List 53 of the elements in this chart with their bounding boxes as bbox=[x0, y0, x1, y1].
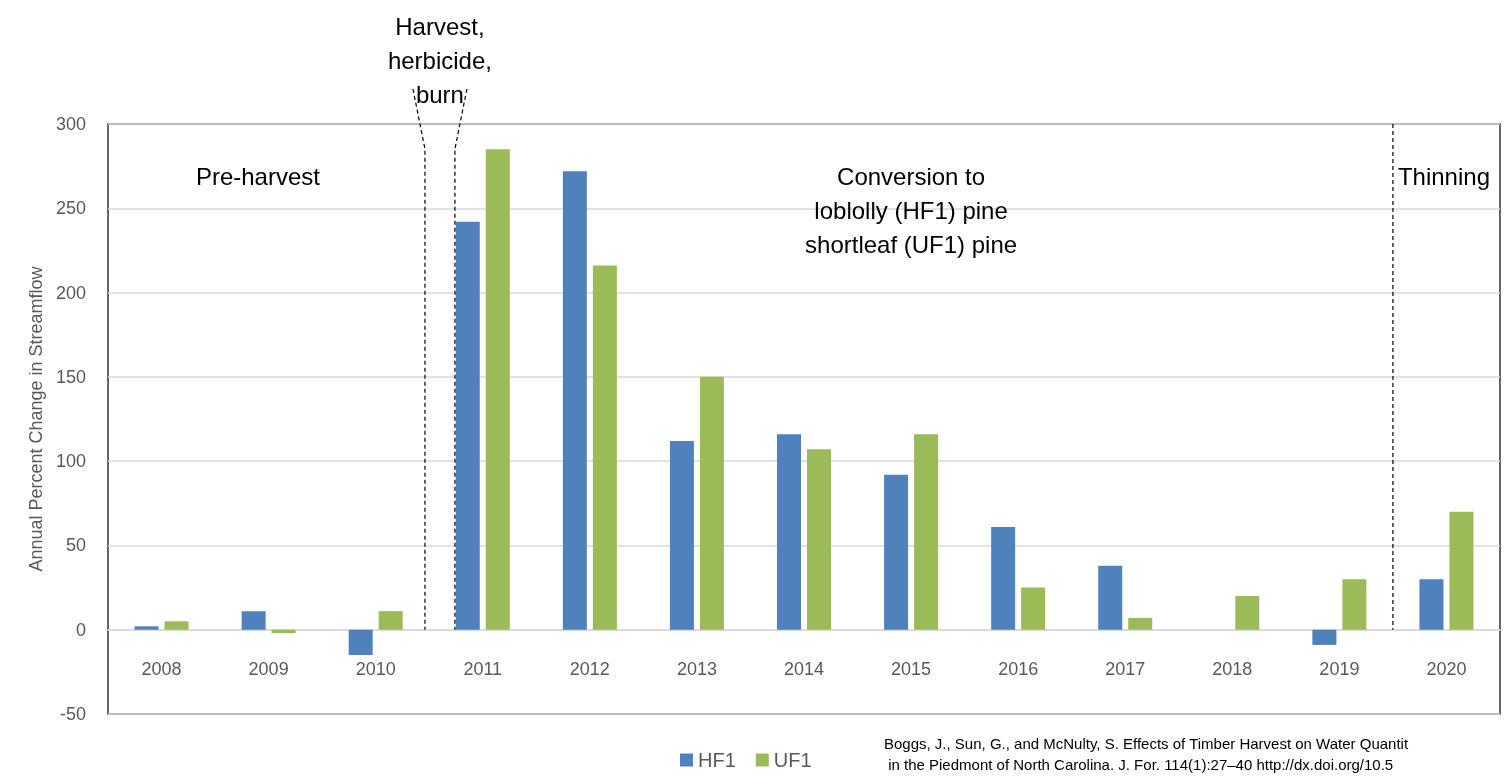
x-tick-label: 2014 bbox=[783, 658, 825, 679]
bar bbox=[378, 611, 403, 630]
bar bbox=[1342, 579, 1367, 630]
ref-line-label: Harvest, herbicide, burn bbox=[387, 13, 492, 108]
x-tick-label: 2015 bbox=[891, 658, 932, 679]
bar bbox=[164, 621, 189, 630]
y-axis-title: Annual Percent Change in Streamflow bbox=[26, 265, 47, 572]
bar bbox=[699, 376, 724, 630]
y-tick-label: 100 bbox=[55, 451, 86, 472]
bar bbox=[991, 526, 1016, 630]
bar bbox=[1128, 617, 1153, 630]
bar bbox=[348, 629, 373, 655]
bar bbox=[914, 434, 939, 630]
x-tick-label: 2011 bbox=[463, 658, 503, 679]
x-tick-label: 2018 bbox=[1212, 658, 1253, 679]
bar bbox=[1312, 629, 1337, 645]
annotation: Pre-harvest bbox=[195, 163, 321, 191]
y-tick-label: 200 bbox=[55, 282, 86, 303]
ref-line-label: Thinning bbox=[1397, 163, 1490, 191]
y-tick-label: 0 bbox=[75, 619, 86, 640]
bar bbox=[1449, 511, 1474, 630]
y-tick-label: -50 bbox=[59, 704, 86, 724]
y-tick-label: 300 bbox=[55, 114, 86, 134]
y-tick-label: 50 bbox=[65, 535, 86, 556]
bar bbox=[562, 171, 587, 630]
bar bbox=[485, 149, 510, 630]
bar bbox=[807, 449, 831, 630]
legend-label: HF1 bbox=[698, 749, 736, 771]
x-tick-label: 2013 bbox=[676, 658, 717, 679]
bar bbox=[1021, 587, 1046, 630]
bar bbox=[134, 626, 159, 630]
annotation: Conversion to loblolly (HF1) pine shortleaf (UF1) pine bbox=[805, 163, 1018, 258]
bar bbox=[241, 611, 266, 630]
x-tick-label: 2020 bbox=[1426, 658, 1467, 679]
x-tick-label: 2016 bbox=[998, 658, 1039, 679]
bar bbox=[884, 474, 909, 630]
x-tick-label: 2017 bbox=[1105, 658, 1146, 679]
x-tick-label: 2009 bbox=[248, 658, 289, 679]
bar bbox=[592, 265, 617, 630]
text: Boggs, J., Sun, G., and McNulty, S. Effects of Timber Harvest on Water Quantit in the Piedmont of North Carolina. J. For. 114(1):27–40 http://dx.doi.org/10.5 bbox=[884, 735, 1409, 773]
y-tick-label: 150 bbox=[55, 366, 86, 387]
bar bbox=[1098, 565, 1123, 630]
x-tick-label: 2010 bbox=[355, 658, 396, 679]
x-tick-label: 2019 bbox=[1319, 658, 1360, 679]
bar bbox=[777, 434, 801, 630]
bar bbox=[669, 440, 694, 630]
bar bbox=[1235, 596, 1260, 630]
y-tick-label: 250 bbox=[55, 198, 86, 219]
x-tick-label: 2008 bbox=[141, 658, 182, 679]
x-tick-label: 2012 bbox=[569, 658, 610, 679]
bar bbox=[1419, 579, 1444, 630]
legend-label: UF1 bbox=[773, 749, 812, 771]
bar bbox=[455, 221, 480, 630]
